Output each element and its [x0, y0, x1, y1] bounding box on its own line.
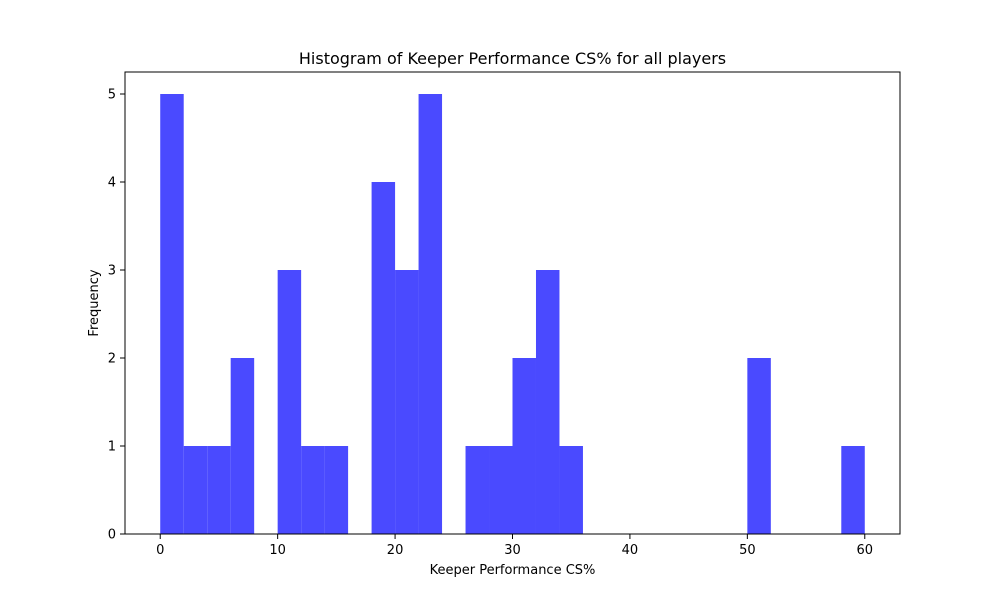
histogram-bar-9 [371, 182, 396, 534]
histogram-bar-1 [183, 446, 208, 534]
y-tick-label: 1 [108, 440, 116, 455]
x-tick-label: 50 [739, 543, 756, 558]
y-tick-label: 3 [108, 264, 116, 279]
bars-group [160, 94, 865, 534]
y-tick-label: 4 [108, 176, 116, 191]
histogram-bar-14 [489, 446, 513, 534]
y-tick-label: 2 [108, 352, 116, 367]
histogram-bar-0 [160, 94, 184, 534]
x-tick-label: 60 [856, 543, 873, 558]
histogram-bar-2 [207, 446, 231, 534]
x-axis-label: Keeper Performance CS% [430, 563, 596, 578]
histogram-bar-29 [841, 446, 865, 534]
histogram-bar-13 [465, 446, 490, 534]
x-tick-label: 20 [387, 543, 404, 558]
x-tick-label: 0 [156, 543, 164, 558]
histogram-bar-17 [559, 446, 583, 534]
x-tick-label: 10 [269, 543, 286, 558]
y-axis-label: Frequency [87, 269, 102, 336]
histogram-bar-10 [395, 270, 419, 534]
histogram-bar-16 [535, 270, 560, 534]
histogram-bar-5 [277, 270, 302, 534]
histogram-bar-25 [747, 358, 771, 534]
histogram-bar-3 [230, 358, 255, 534]
histogram-bar-6 [301, 446, 325, 534]
histogram-bar-11 [418, 94, 443, 534]
y-tick-label: 5 [108, 88, 116, 103]
histogram-bar-7 [324, 446, 349, 534]
x-tick-label: 40 [622, 543, 639, 558]
y-axis-ticks: 0 1 2 3 4 5 [108, 88, 125, 543]
x-tick-label: 30 [504, 543, 521, 558]
chart-title: Histogram of Keeper Performance CS% for … [299, 49, 726, 68]
histogram-bar-15 [512, 358, 536, 534]
x-axis-ticks: 0 10 20 30 40 50 60 [156, 534, 873, 558]
y-tick-label: 0 [108, 528, 116, 543]
